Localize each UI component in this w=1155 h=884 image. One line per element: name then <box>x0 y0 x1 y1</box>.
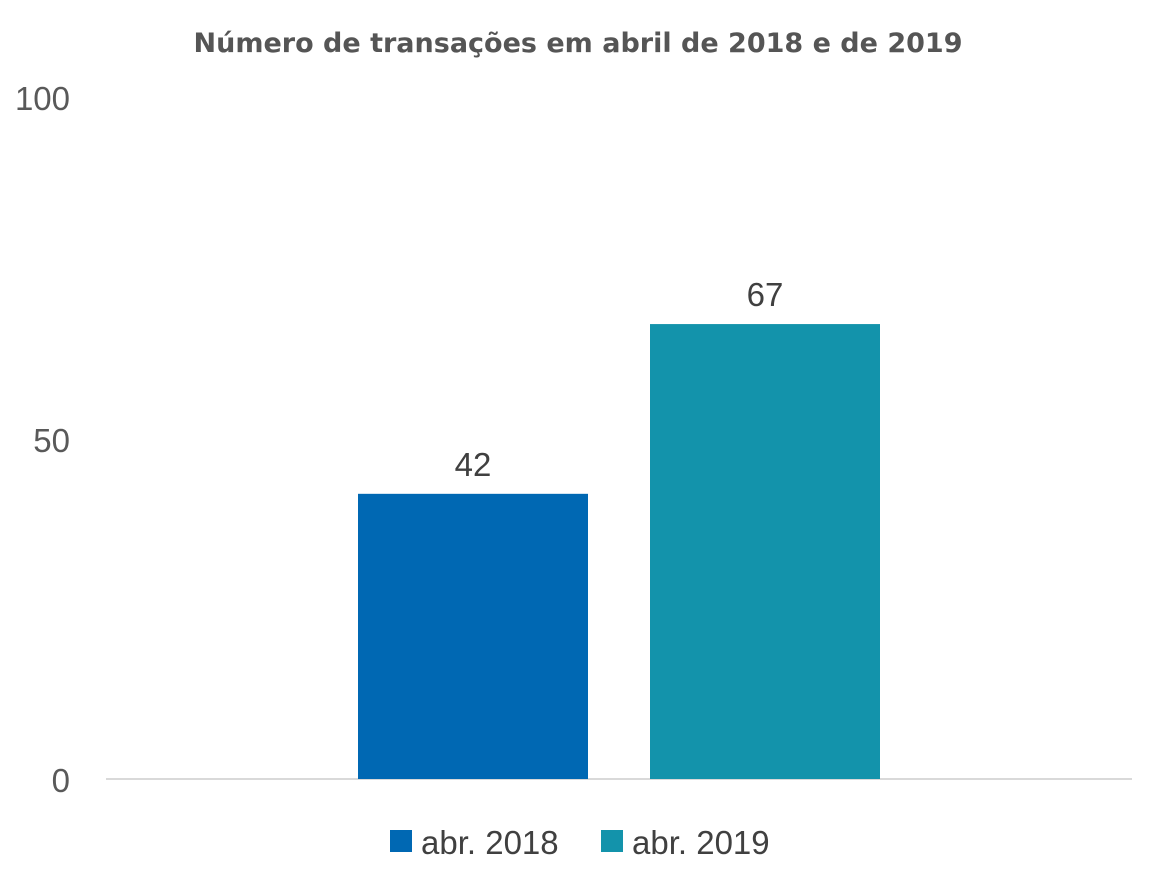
legend-swatch-abr-2019 <box>601 830 623 852</box>
bar-abr-2018 <box>358 493 588 779</box>
legend-label-abr-2018: abr. 2018 <box>421 824 559 861</box>
y-tick-label-100: 100 <box>15 80 70 117</box>
legend-label-abr-2019: abr. 2019 <box>632 824 770 861</box>
data-label-abr-2019: 67 <box>747 276 784 313</box>
y-tick-label-50: 50 <box>33 422 70 459</box>
legend-swatch-abr-2018 <box>390 830 412 852</box>
chart-title: Número de transações em abril de 2018 e … <box>194 28 963 59</box>
data-label-abr-2018: 42 <box>455 446 492 483</box>
y-tick-label-0: 0 <box>52 762 70 799</box>
bar-abr-2019 <box>650 324 880 779</box>
legend: abr. 2018 abr. 2019 <box>390 824 770 861</box>
